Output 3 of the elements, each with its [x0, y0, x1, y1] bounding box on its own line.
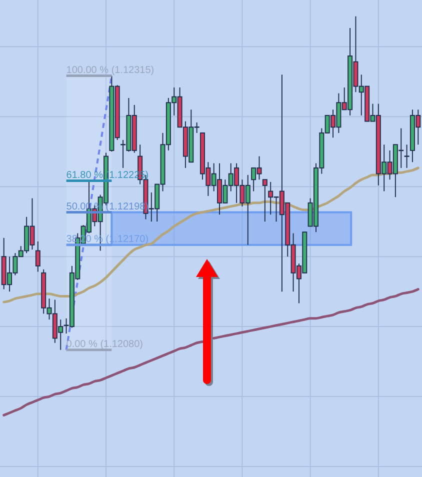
candlestick	[262, 179, 268, 222]
candlestick	[35, 240, 40, 272]
candlestick	[404, 144, 410, 168]
